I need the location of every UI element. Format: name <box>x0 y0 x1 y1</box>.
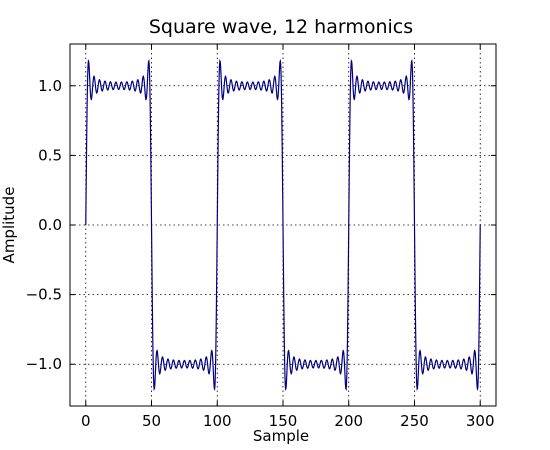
plot-area <box>85 58 481 392</box>
tick-layer: 0 50 100 150 200 250 300 −1.0 −0.5 0.0 0.5 1.0 <box>26 44 496 430</box>
x-tick-label: 50 <box>142 412 161 430</box>
chart-title: Square wave, 12 harmonics <box>149 16 413 38</box>
x-tick-label: 100 <box>203 412 232 430</box>
y-tick-label: 0.5 <box>38 146 62 164</box>
x-tick-label: 0 <box>81 412 91 430</box>
y-tick-label: −1.0 <box>26 355 62 373</box>
y-tick-label: 1.0 <box>38 77 62 95</box>
y-tick-label: 0.0 <box>38 216 62 234</box>
x-tick-label: 250 <box>400 412 429 430</box>
x-tick-label: 150 <box>269 412 298 430</box>
series-line <box>85 58 481 392</box>
y-tick-label: −0.5 <box>26 286 62 304</box>
y-axis-label: Amplitude <box>0 187 18 264</box>
x-tick-label: 300 <box>466 412 495 430</box>
x-tick-label: 200 <box>334 412 363 430</box>
x-axis-label: Sample <box>253 427 309 445</box>
